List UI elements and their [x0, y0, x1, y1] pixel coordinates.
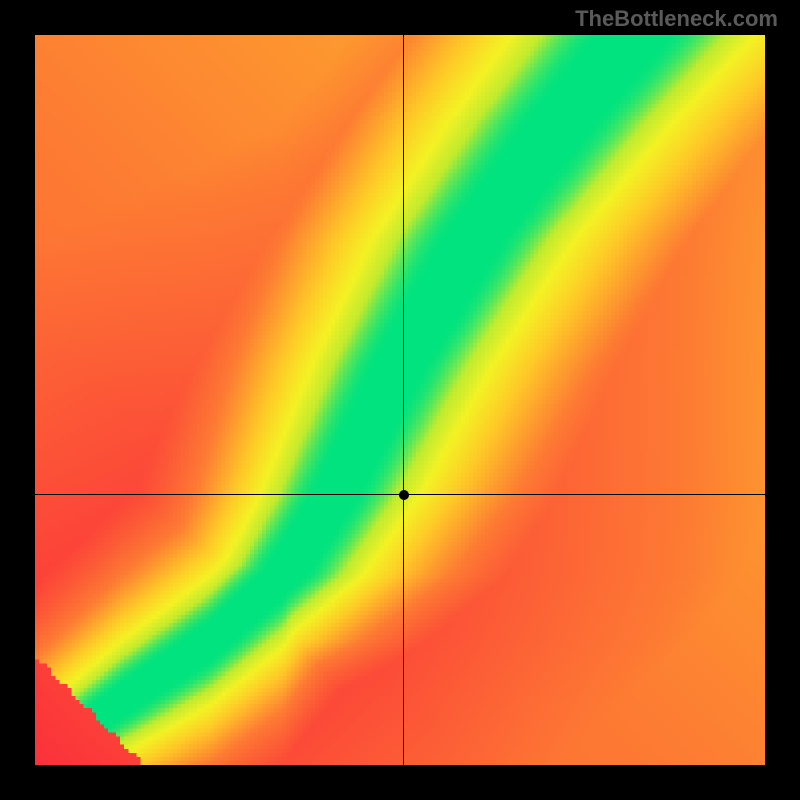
crosshair-vertical [403, 35, 404, 765]
heatmap-canvas [35, 35, 765, 765]
plot-area [35, 35, 765, 765]
watermark-text: TheBottleneck.com [575, 6, 778, 32]
chart-container: TheBottleneck.com [0, 0, 800, 800]
crosshair-marker [399, 490, 409, 500]
